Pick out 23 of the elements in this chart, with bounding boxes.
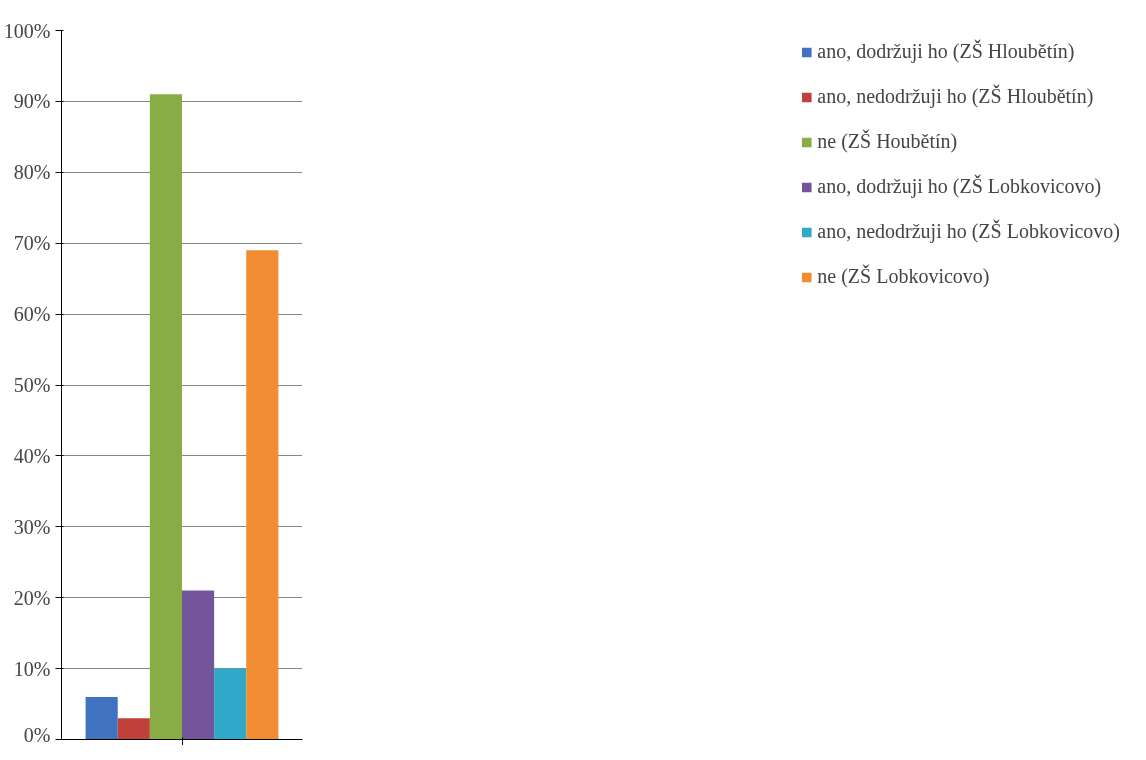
y-tick-label: 10%: [13, 657, 51, 680]
y-tick-label: 20%: [13, 586, 51, 609]
y-tick-label: 0%: [23, 723, 51, 746]
y-tick-label: 80%: [13, 161, 51, 184]
y-tick-label: 100%: [3, 19, 51, 42]
legend-label: ne (ZŠ Houbětín): [817, 130, 958, 153]
bar: [117, 718, 150, 740]
legend-label: ano, dodržuji ho (ZŠ Hloubětín): [817, 40, 1075, 63]
y-tick-label: 90%: [13, 90, 51, 113]
y-tick-label: 60%: [13, 303, 51, 326]
bar: [182, 590, 215, 740]
legend-label: ne (ZŠ Lobkovicovo): [817, 265, 990, 288]
bar: [214, 668, 247, 740]
y-tick-label: 70%: [13, 232, 51, 255]
y-tick-label: 30%: [13, 515, 51, 538]
legend-label: ano, nedodržuji ho (ZŠ Lobkovicovo): [817, 220, 1120, 243]
bar: [246, 250, 279, 740]
legend-label: ano, nedodržuji ho (ZŠ Hloubětín): [817, 85, 1094, 108]
legend-label: ano, dodržuji ho (ZŠ Lobkovicovo): [817, 175, 1102, 198]
bar: [149, 94, 182, 740]
y-tick-label: 50%: [13, 374, 51, 396]
bar: [85, 696, 118, 740]
y-tick-label: 40%: [13, 444, 51, 467]
